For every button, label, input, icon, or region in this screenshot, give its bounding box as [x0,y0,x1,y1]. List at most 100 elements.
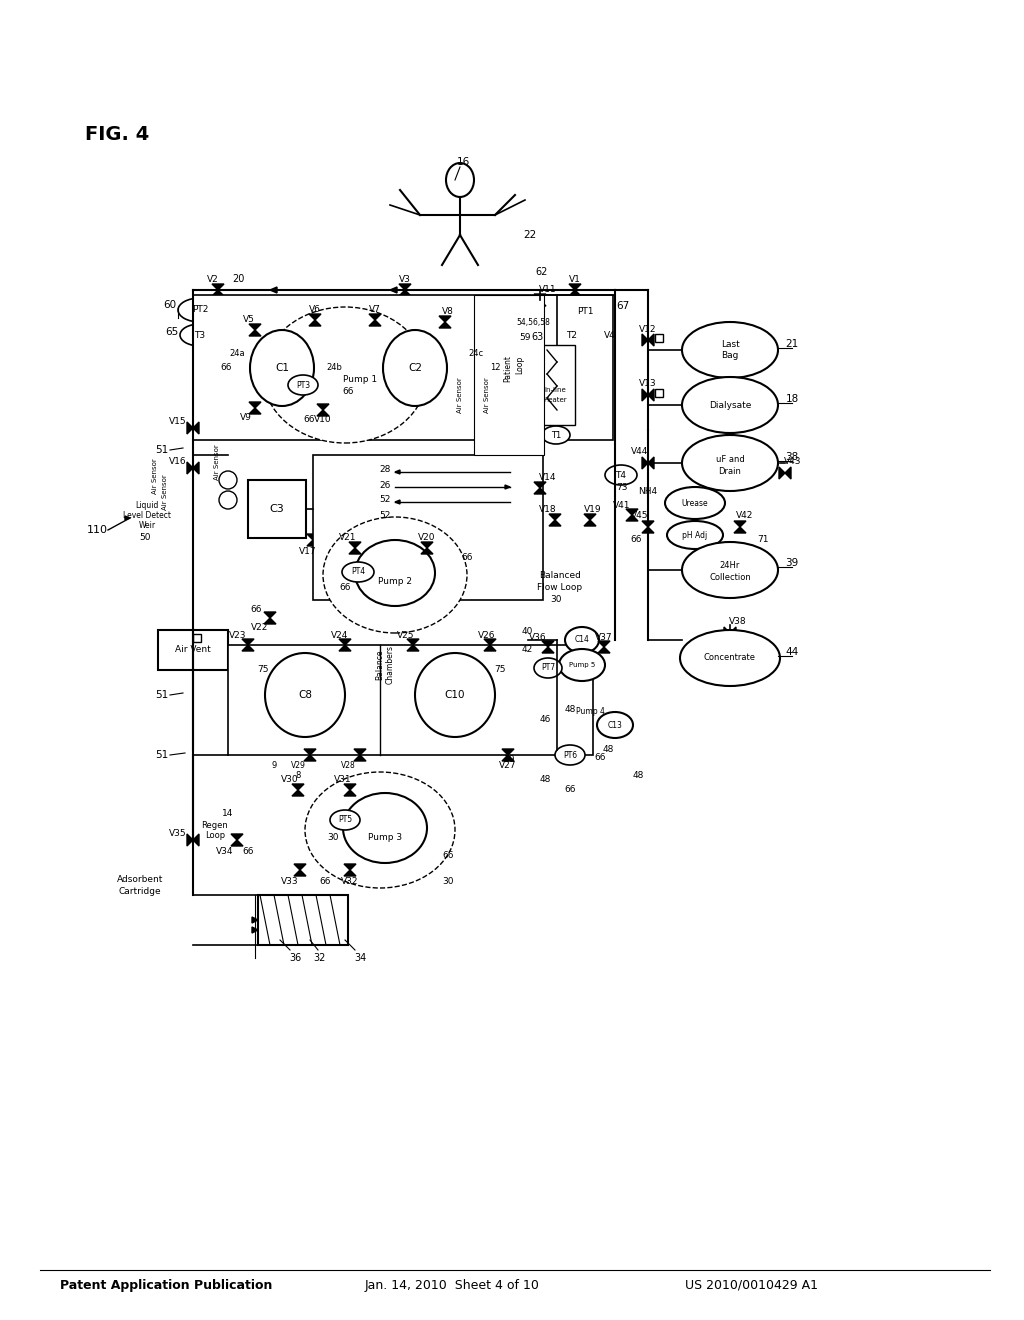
Text: 71: 71 [758,536,769,544]
Text: 48: 48 [602,746,613,755]
Text: T1: T1 [551,430,561,440]
Text: 32: 32 [313,953,327,964]
Text: 21: 21 [785,339,799,348]
Text: C13: C13 [607,721,623,730]
Ellipse shape [288,375,318,395]
Ellipse shape [355,540,435,606]
Polygon shape [734,527,746,533]
Text: 19: 19 [504,755,516,764]
Polygon shape [270,286,278,293]
Polygon shape [125,516,130,520]
Polygon shape [642,521,654,527]
Text: Urease: Urease [682,499,709,507]
Ellipse shape [534,657,562,678]
Ellipse shape [542,426,570,444]
Text: Loop: Loop [205,832,225,841]
Text: 75: 75 [495,665,506,675]
Text: Drain: Drain [719,467,741,477]
Bar [228,645,593,755]
Polygon shape [399,290,411,296]
Text: Loop: Loop [515,356,524,374]
Text: V44: V44 [632,447,648,457]
Text: V24: V24 [332,631,349,639]
Ellipse shape [383,330,447,407]
Polygon shape [598,647,610,653]
Text: In-line: In-line [544,387,566,393]
Text: 52: 52 [379,511,391,520]
Text: 62: 62 [536,267,548,277]
Text: V1: V1 [569,276,581,285]
Polygon shape [304,755,316,762]
Polygon shape [600,334,606,346]
Polygon shape [354,748,366,755]
Polygon shape [395,470,400,474]
Polygon shape [231,840,243,846]
Text: uF and: uF and [716,455,744,465]
Polygon shape [642,334,648,346]
Bar [258,895,348,945]
Text: 28: 28 [379,466,391,474]
Polygon shape [734,521,746,527]
Polygon shape [212,284,224,290]
Text: Pump 4: Pump 4 [575,708,604,717]
Ellipse shape [219,491,237,510]
Text: V21: V21 [339,533,356,543]
Text: Air Sensor: Air Sensor [152,458,158,494]
Ellipse shape [680,630,780,686]
Polygon shape [785,467,791,479]
Polygon shape [349,543,361,548]
Text: 22: 22 [523,230,537,240]
Ellipse shape [343,793,427,863]
Text: Pump 1: Pump 1 [343,375,377,384]
Ellipse shape [665,487,725,519]
Text: 66: 66 [339,582,351,591]
Text: 59: 59 [519,333,530,342]
Polygon shape [249,403,261,408]
Polygon shape [642,457,648,469]
Text: 20: 20 [231,275,244,284]
Text: C10: C10 [444,690,465,700]
Ellipse shape [305,772,455,888]
Polygon shape [626,515,638,521]
Polygon shape [187,422,193,434]
Text: V32: V32 [341,878,358,887]
Text: V3: V3 [399,276,411,285]
Ellipse shape [605,465,637,484]
Text: V15: V15 [169,417,186,426]
Ellipse shape [323,517,467,634]
Text: 46: 46 [540,715,551,725]
Ellipse shape [265,653,345,737]
Bar [655,334,663,342]
Polygon shape [569,290,581,296]
Polygon shape [407,639,419,645]
Text: 38: 38 [785,451,799,462]
Text: 42: 42 [521,645,532,655]
Text: V16: V16 [169,458,186,466]
Text: 51: 51 [156,750,169,760]
Polygon shape [339,645,351,651]
Text: Pump 5: Pump 5 [569,663,595,668]
Text: C8: C8 [298,690,312,700]
Polygon shape [354,755,366,762]
Text: PT2: PT2 [191,305,208,314]
Text: V4: V4 [604,331,615,341]
Polygon shape [307,535,319,540]
Text: 18: 18 [785,393,799,404]
Text: Collection: Collection [710,573,751,582]
Text: V23: V23 [229,631,247,639]
Text: 24Hr: 24Hr [720,561,740,570]
Text: V31: V31 [334,776,352,784]
Text: C3: C3 [269,504,285,513]
Polygon shape [193,422,199,434]
Text: Balanced: Balanced [539,570,581,579]
Text: US 2010/0010429 A1: US 2010/0010429 A1 [685,1279,818,1291]
Polygon shape [584,513,596,520]
Text: 36: 36 [289,953,301,964]
Polygon shape [317,411,329,416]
Ellipse shape [263,308,427,444]
Text: V20: V20 [418,533,436,543]
Text: 51: 51 [156,445,169,455]
Text: 66: 66 [342,388,353,396]
Text: 9: 9 [271,760,276,770]
Text: 73: 73 [616,483,628,491]
